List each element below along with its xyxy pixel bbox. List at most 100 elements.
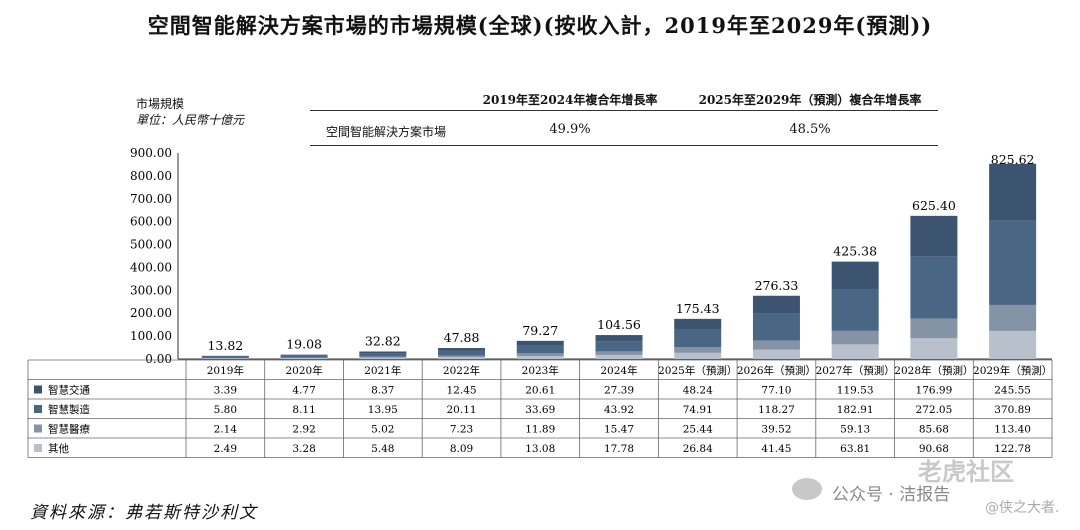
bar-segment — [280, 357, 328, 359]
y-tick-label: 700.00 — [130, 192, 172, 206]
data-label: 5.48 — [371, 443, 394, 455]
bar-segment — [674, 352, 722, 359]
bar-segment — [595, 335, 643, 342]
bar-segment — [989, 304, 1037, 331]
y-tick-label: 900.00 — [130, 146, 172, 160]
watermark-site: 老虎社区 — [918, 458, 1014, 486]
bar-segment — [595, 341, 643, 352]
bar-total-label: 625.40 — [912, 198, 956, 213]
y-tick-label: 500.00 — [130, 238, 172, 252]
data-label: 74.91 — [683, 404, 713, 416]
x-tick-label: 2020年 — [285, 364, 322, 377]
bar-segment — [280, 355, 328, 358]
legend-label: 其他 — [48, 442, 69, 455]
data-label: 20.11 — [447, 404, 477, 416]
data-label: 25.44 — [683, 424, 713, 436]
data-label: 11.89 — [525, 424, 555, 436]
data-label: 63.81 — [840, 443, 870, 455]
y-axis-label: 市場規模 單位：人民幣十億元 — [136, 96, 244, 128]
x-tick-label: 2025年（預測） — [658, 364, 737, 377]
data-label: 33.69 — [525, 404, 555, 416]
bar-total-label: 825.62 — [991, 152, 1035, 167]
data-label: 41.45 — [761, 443, 791, 455]
x-tick-label: 2026年（預測） — [737, 364, 816, 377]
cagr-row-label: 空間智能解決方案市場 — [326, 125, 447, 139]
data-label: 43.92 — [604, 404, 634, 416]
data-label: 8.09 — [450, 443, 473, 455]
bar-segment — [516, 345, 564, 354]
data-label: 122.78 — [994, 443, 1031, 455]
legend-label: 智慧醫療 — [48, 423, 90, 436]
x-tick-label: 2019年 — [207, 364, 244, 377]
data-label: 12.45 — [447, 385, 477, 397]
legend-label: 智慧製造 — [48, 403, 90, 416]
bar-segment — [674, 329, 722, 348]
x-tick-label: 2023年 — [522, 364, 559, 377]
cagr-header-forecast: 2025年至2029年（預測）複合年增長率 — [698, 93, 922, 107]
data-label: 176.99 — [916, 385, 953, 397]
bar-segment — [595, 351, 643, 355]
data-label: 85.68 — [919, 424, 949, 436]
y-tick-label: 100.00 — [130, 329, 172, 343]
bar-segment — [989, 163, 1037, 221]
data-label: 2.14 — [214, 424, 238, 436]
bar-segment — [359, 356, 407, 358]
x-tick-label: 2029年（預測） — [973, 364, 1052, 377]
bar-total-label: 425.38 — [833, 244, 877, 259]
bar-total-label: 276.33 — [755, 278, 799, 293]
y-tick-label: 600.00 — [130, 215, 172, 229]
x-tick-label: 2024年 — [600, 364, 637, 377]
bar-segment — [201, 356, 249, 358]
bar-total-label: 104.56 — [597, 317, 641, 332]
data-label: 27.39 — [604, 385, 634, 397]
cagr-value-forecast: 48.5% — [789, 122, 831, 137]
data-label: 48.24 — [683, 385, 713, 397]
cagr-value-historical: 49.9% — [549, 122, 591, 137]
y-tick-label: 400.00 — [130, 260, 172, 274]
data-label: 17.78 — [604, 443, 634, 455]
bar-segment — [201, 357, 249, 359]
legend-swatch — [34, 424, 42, 433]
bar-segment — [359, 351, 407, 354]
legend-label: 智慧交通 — [48, 384, 90, 397]
data-label: 272.05 — [916, 404, 953, 416]
data-label: 8.11 — [292, 404, 315, 416]
data-label: 119.53 — [837, 385, 874, 397]
bar-segment — [674, 347, 722, 353]
bar-segment — [516, 356, 564, 359]
cagr-divider-top — [310, 110, 938, 111]
cagr-header-historical: 2019年至2024年複合年增長率 — [482, 93, 658, 107]
bar-segment — [359, 357, 407, 359]
x-tick-label: 2021年 — [364, 364, 401, 377]
bar-segment — [910, 338, 958, 359]
bar-segment — [280, 358, 328, 359]
bar-segment — [359, 353, 407, 357]
bar-segment — [438, 355, 486, 358]
bar-segment — [910, 215, 958, 257]
bar-segment — [831, 288, 879, 331]
bar-segment — [752, 349, 800, 359]
data-label: 90.68 — [919, 443, 949, 455]
cagr-divider-bottom — [310, 145, 938, 146]
bar-segment — [831, 261, 879, 289]
data-label: 26.84 — [683, 443, 713, 455]
watermark-wechat: 公众号 · 洁报告 — [832, 485, 951, 505]
legend-swatch — [34, 405, 42, 413]
bar-segment — [752, 313, 800, 341]
bar-segment — [595, 354, 643, 359]
bar-total-label: 19.08 — [286, 337, 322, 352]
data-label: 8.37 — [371, 385, 394, 397]
data-label: 245.55 — [994, 385, 1031, 397]
data-label: 13.95 — [368, 404, 398, 416]
data-label: 39.52 — [761, 424, 791, 436]
bar-segment — [831, 330, 879, 345]
bar-segment — [438, 348, 486, 351]
bar-segment — [438, 357, 486, 359]
data-label: 77.10 — [761, 385, 791, 397]
data-label: 7.23 — [450, 424, 473, 436]
bar-total-label: 79.27 — [522, 323, 558, 338]
bar-segment — [280, 354, 328, 356]
data-label: 113.40 — [994, 424, 1031, 436]
bar-segment — [752, 340, 800, 350]
y-tick-label: 200.00 — [130, 306, 172, 320]
